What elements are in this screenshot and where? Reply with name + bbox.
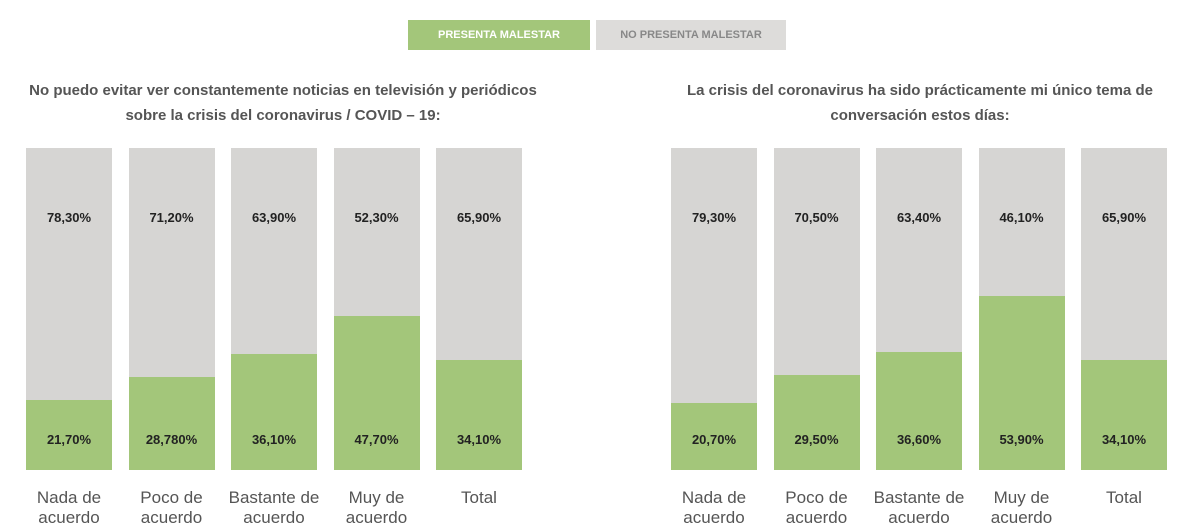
- value-label: 36,60%: [896, 432, 942, 447]
- bar-segment: [1081, 148, 1167, 361]
- x-tick-label: Total: [1106, 488, 1142, 507]
- bar-segment: [128, 377, 215, 470]
- value-label: 70,50%: [794, 210, 839, 225]
- bar-segment: [978, 296, 1065, 470]
- value-label: 63,40%: [896, 210, 942, 225]
- value-label: 46,10%: [999, 210, 1044, 225]
- bar-segment: [26, 400, 112, 470]
- bar-segment: [231, 148, 317, 354]
- x-tick-label: Muy de acuerdo: [345, 488, 408, 526]
- legend-item[interactable]: NO PRESENTA MALESTAR: [596, 20, 786, 50]
- value-label: 34,10%: [456, 432, 502, 447]
- x-tick-label: Total: [461, 488, 497, 507]
- value-label: 78,30%: [46, 210, 92, 225]
- x-tick-label: Nada de acuerdo: [36, 488, 102, 526]
- bar-segment: [671, 403, 757, 470]
- value-label: 65,90%: [456, 210, 502, 225]
- x-tick-label: Poco de acuerdo: [140, 488, 203, 526]
- bar-segment: [1081, 360, 1167, 470]
- bar-segment: [26, 148, 112, 401]
- bar-segment: [333, 316, 420, 470]
- bar-segment: [436, 148, 522, 361]
- bar-segment: [671, 148, 757, 404]
- bar-segment: [773, 375, 860, 470]
- value-label: 28,780%: [145, 432, 198, 447]
- value-label: 21,70%: [46, 432, 92, 447]
- x-tick-label: Nada de acuerdo: [681, 488, 747, 526]
- bar-segment: [876, 148, 962, 353]
- x-tick-label: Bastante de acuerdo: [873, 488, 965, 526]
- value-label: 20,70%: [691, 432, 737, 447]
- bar-segment: [876, 352, 962, 470]
- bar-segment: [231, 353, 317, 470]
- value-label: 36,10%: [251, 432, 297, 447]
- value-label: 47,70%: [354, 432, 399, 447]
- chart-title: La crisis del coronavirus ha sido prácti…: [687, 82, 1153, 124]
- value-label: 65,90%: [1101, 210, 1147, 225]
- chart-title: No puedo evitar ver constantemente notic…: [29, 82, 537, 124]
- value-label: 34,10%: [1101, 432, 1147, 447]
- value-label: 63,90%: [251, 210, 297, 225]
- value-label: 71,20%: [149, 210, 194, 225]
- legend-item[interactable]: PRESENTA MALESTAR: [408, 20, 590, 50]
- bar-segment: [436, 360, 522, 470]
- value-label: 79,30%: [691, 210, 737, 225]
- bar-segment: [978, 148, 1065, 297]
- value-label: 52,30%: [354, 210, 399, 225]
- value-label: 29,50%: [794, 432, 839, 447]
- bar-segment: [333, 148, 420, 317]
- value-label: 53,90%: [999, 432, 1044, 447]
- x-tick-label: Bastante de acuerdo: [228, 488, 320, 526]
- x-tick-label: Muy de acuerdo: [990, 488, 1053, 526]
- bar-segment: [128, 148, 215, 378]
- bar-segment: [773, 148, 860, 375]
- x-tick-label: Poco de acuerdo: [785, 488, 848, 526]
